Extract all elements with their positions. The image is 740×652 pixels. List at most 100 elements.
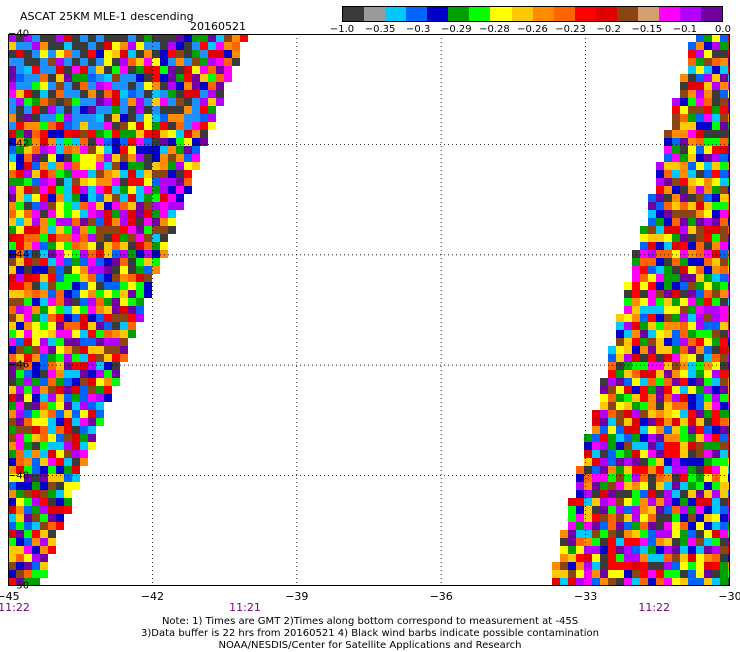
mle-cell bbox=[40, 546, 48, 554]
mle-cell bbox=[96, 82, 104, 90]
mle-cell bbox=[24, 434, 32, 442]
mle-cell bbox=[704, 242, 712, 250]
mle-cell bbox=[656, 466, 664, 474]
mle-cell bbox=[120, 170, 128, 178]
mle-cell bbox=[624, 394, 632, 402]
mle-cell bbox=[592, 418, 600, 426]
mle-cell bbox=[712, 282, 720, 290]
mle-cell bbox=[96, 226, 104, 234]
mle-cell bbox=[624, 474, 632, 482]
mle-cell bbox=[120, 154, 128, 162]
mle-cell bbox=[120, 114, 128, 122]
mle-cell bbox=[696, 506, 704, 514]
mle-cell bbox=[704, 394, 712, 402]
mle-cell bbox=[120, 146, 128, 154]
mle-cell bbox=[16, 250, 24, 258]
mle-cell bbox=[640, 314, 648, 322]
mle-cell bbox=[88, 298, 96, 306]
mle-cell bbox=[16, 202, 24, 210]
mle-cell bbox=[672, 282, 680, 290]
mle-cell bbox=[40, 218, 48, 226]
mle-cell bbox=[136, 218, 144, 226]
mle-cell bbox=[48, 282, 56, 290]
mle-cell bbox=[688, 322, 696, 330]
mle-cell bbox=[96, 314, 104, 322]
mle-cell bbox=[152, 138, 160, 146]
mle-cell bbox=[32, 130, 40, 138]
mle-cell bbox=[720, 210, 728, 218]
mle-cell bbox=[136, 154, 144, 162]
mle-cell bbox=[24, 226, 32, 234]
mle-cell bbox=[680, 554, 688, 562]
mle-cell bbox=[712, 50, 720, 58]
mle-cell bbox=[56, 354, 64, 362]
mle-cell bbox=[616, 450, 624, 458]
mle-cell bbox=[88, 402, 96, 410]
mle-cell bbox=[696, 90, 704, 98]
mle-cell bbox=[640, 354, 648, 362]
mle-cell bbox=[96, 394, 104, 402]
mle-cell bbox=[48, 194, 56, 202]
mle-cell bbox=[160, 162, 168, 170]
mle-cell bbox=[72, 250, 80, 258]
mle-cell bbox=[632, 330, 640, 338]
mle-cell bbox=[136, 210, 144, 218]
mle-cell bbox=[168, 82, 176, 90]
mle-cell bbox=[8, 42, 16, 50]
mle-cell bbox=[24, 242, 32, 250]
mle-cell bbox=[136, 186, 144, 194]
mle-cell bbox=[8, 234, 16, 242]
colorbar-swatch bbox=[343, 7, 365, 21]
mle-cell bbox=[680, 354, 688, 362]
mle-cell bbox=[96, 130, 104, 138]
mle-cell bbox=[200, 66, 208, 74]
mle-cell bbox=[640, 298, 648, 306]
mle-cell bbox=[648, 402, 656, 410]
mle-cell bbox=[136, 306, 144, 314]
mle-cell bbox=[712, 330, 720, 338]
mle-cell bbox=[696, 362, 704, 370]
mle-cell bbox=[712, 162, 720, 170]
mle-cell bbox=[704, 106, 712, 114]
mle-cell bbox=[64, 194, 72, 202]
mle-cell bbox=[152, 106, 160, 114]
mle-cell bbox=[656, 434, 664, 442]
mle-cell bbox=[720, 226, 728, 234]
mle-cell bbox=[72, 434, 80, 442]
colorbar-tick: −0.35 bbox=[364, 24, 396, 35]
mle-cell bbox=[672, 250, 680, 258]
mle-cell bbox=[712, 346, 720, 354]
mle-cell bbox=[136, 258, 144, 266]
mle-cell bbox=[640, 458, 648, 466]
mle-cell bbox=[88, 106, 96, 114]
mle-cell bbox=[80, 442, 88, 450]
mle-cell bbox=[160, 234, 168, 242]
mle-cell bbox=[56, 162, 64, 170]
mle-cell bbox=[128, 298, 136, 306]
mle-cell bbox=[656, 226, 664, 234]
mle-cell bbox=[16, 434, 24, 442]
mle-cell bbox=[184, 130, 192, 138]
mle-cell bbox=[40, 42, 48, 50]
mle-cell bbox=[720, 418, 728, 426]
time-label: 11:22 bbox=[0, 601, 30, 614]
mle-cell bbox=[712, 298, 720, 306]
mle-cell bbox=[144, 274, 152, 282]
mle-cell bbox=[224, 50, 232, 58]
mle-cell bbox=[120, 234, 128, 242]
mle-cell bbox=[24, 322, 32, 330]
mle-cell bbox=[48, 354, 56, 362]
mle-cell bbox=[64, 66, 72, 74]
mle-cell bbox=[712, 370, 720, 378]
mle-cell bbox=[200, 114, 208, 122]
mle-cell bbox=[192, 98, 200, 106]
mle-cell bbox=[120, 90, 128, 98]
mle-cell bbox=[8, 98, 16, 106]
mle-cell bbox=[128, 186, 136, 194]
mle-cell bbox=[80, 98, 88, 106]
mle-cell bbox=[696, 410, 704, 418]
mle-cell bbox=[656, 186, 664, 194]
mle-cell bbox=[32, 266, 40, 274]
mle-cell bbox=[688, 434, 696, 442]
mle-cell bbox=[16, 394, 24, 402]
